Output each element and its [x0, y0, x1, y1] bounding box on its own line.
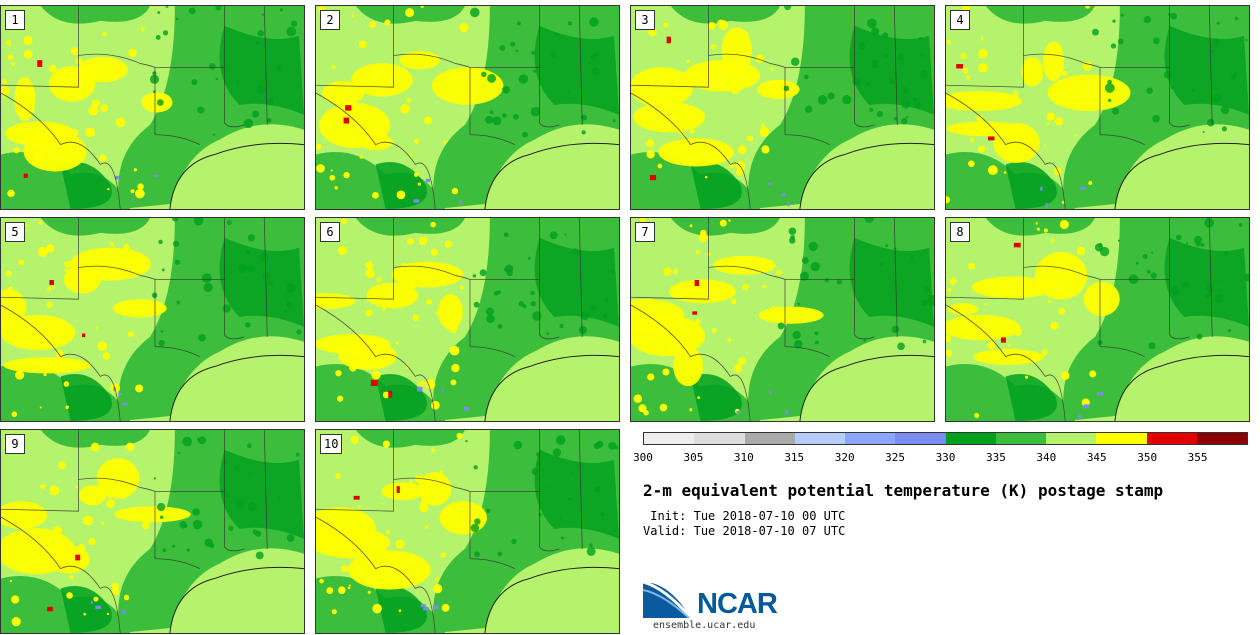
member-label: 4	[950, 10, 970, 30]
colorbar-tick-labels: 300 305 310 315 320 325 330 335 340 345 350 355	[633, 451, 1248, 467]
colorbar-segment	[1046, 433, 1097, 444]
map-plot	[316, 6, 619, 209]
map-plot	[316, 430, 619, 633]
colorbar-tick-label: 320	[834, 451, 855, 464]
colorbar-segment	[694, 433, 745, 444]
init-label: Init:	[643, 509, 687, 523]
colorbar-segment	[744, 433, 795, 444]
map-plot	[631, 218, 934, 421]
colorbar	[643, 432, 1248, 445]
colorbar-tick-label: 315	[784, 451, 805, 464]
member-label: 6	[320, 222, 340, 242]
member-label: 1	[5, 10, 25, 30]
colorbar-segment	[1196, 433, 1247, 444]
colorbar-segment	[794, 433, 845, 444]
stamp-member-7[interactable]: 7	[630, 217, 935, 422]
ncar-logo-icon	[643, 580, 693, 619]
stamp-member-3[interactable]: 3	[630, 5, 935, 210]
init-time: Tue 2018-07-10 00 UTC	[693, 509, 846, 523]
member-label: 5	[5, 222, 25, 242]
member-label: 2	[320, 10, 340, 30]
stamp-member-1[interactable]: 1	[0, 5, 305, 210]
valid-time-row: Valid: Tue 2018-07-10 07 UTC	[643, 524, 845, 538]
stamp-member-4[interactable]: 4	[945, 5, 1250, 210]
member-label: 3	[635, 10, 655, 30]
map-plot	[1, 430, 304, 633]
stamp-member-2[interactable]: 2	[315, 5, 620, 210]
logo-url[interactable]: ensemble.ucar.edu	[653, 620, 756, 631]
colorbar-tick-label: 340	[1036, 451, 1057, 464]
member-label: 8	[950, 222, 970, 242]
colorbar-tick-label: 335	[985, 451, 1006, 464]
member-label: 10	[320, 434, 343, 454]
map-plot	[946, 6, 1249, 209]
member-label: 7	[635, 222, 655, 242]
logo-wordmark: NCAR	[697, 588, 778, 620]
valid-label: Valid:	[643, 524, 687, 538]
map-plot	[631, 6, 934, 209]
stamp-member-10[interactable]: 10	[315, 429, 620, 634]
map-plot	[946, 218, 1249, 421]
colorbar-tick-label: 300	[633, 451, 653, 464]
colorbar-segment	[644, 433, 695, 444]
colorbar-segment	[1146, 433, 1197, 444]
map-plot	[316, 218, 619, 421]
init-time-row: Init: Tue 2018-07-10 00 UTC	[643, 509, 845, 523]
map-plot	[1, 6, 304, 209]
stamp-member-8[interactable]: 8	[945, 217, 1250, 422]
colorbar-tick-label: 350	[1137, 451, 1158, 464]
colorbar-tick-label: 355	[1187, 451, 1208, 464]
colorbar-segment	[1096, 433, 1147, 444]
colorbar-tick-label: 325	[885, 451, 906, 464]
stamp-member-9[interactable]: 9	[0, 429, 305, 634]
figure-title: 2-m equivalent potential temperature (K)…	[643, 481, 1164, 500]
stamp-member-6[interactable]: 6	[315, 217, 620, 422]
member-label: 9	[5, 434, 25, 454]
colorbar-tick-label: 330	[935, 451, 956, 464]
map-plot	[1, 218, 304, 421]
colorbar-tick-label: 345	[1086, 451, 1107, 464]
colorbar-segment	[945, 433, 996, 444]
colorbar-segment	[895, 433, 946, 444]
valid-time: Tue 2018-07-10 07 UTC	[693, 524, 846, 538]
stamp-member-5[interactable]: 5	[0, 217, 305, 422]
colorbar-tick-label: 305	[683, 451, 704, 464]
colorbar-segment	[995, 433, 1046, 444]
colorbar-tick-label: 310	[733, 451, 754, 464]
colorbar-segment	[845, 433, 896, 444]
